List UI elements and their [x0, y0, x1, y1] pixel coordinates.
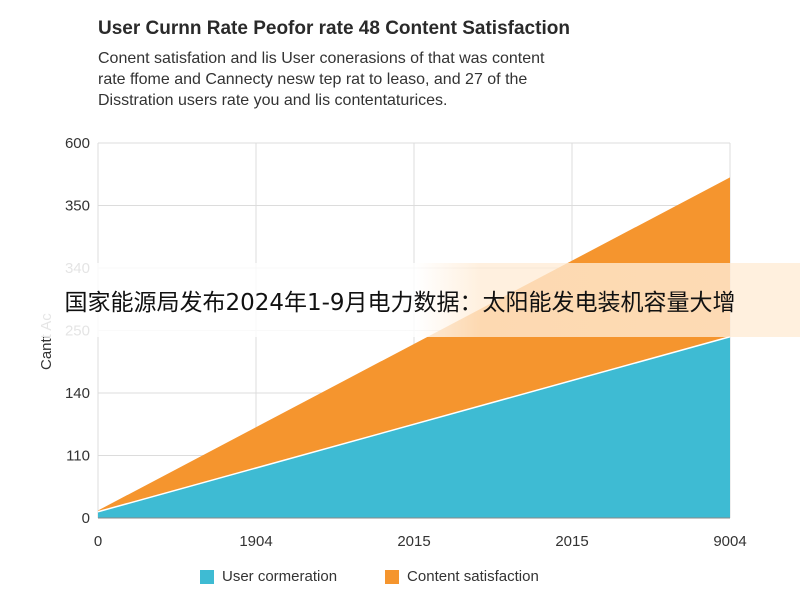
chart-title: User Curnn Rate Peofor rate 48 Content S…	[98, 18, 570, 39]
chart-subtitle: Conent satisfation and lis User conerasi…	[98, 50, 545, 109]
caption-banner: 国家能源局发布2024年1-9月电力数据：太阳能发电装机容量大增	[0, 263, 800, 337]
y-tick-label: 600	[65, 135, 90, 152]
legend-label-content: Content satisfaction	[407, 568, 539, 585]
x-tick-label: 9004	[713, 533, 746, 550]
legend-item-user: User cormeration	[200, 568, 337, 585]
legend-item-content: Content satisfaction	[385, 568, 539, 585]
legend-label-user: User cormeration	[222, 568, 338, 585]
y-tick-label: 350	[65, 198, 90, 215]
x-tick-label: 1904	[239, 533, 272, 550]
chart-legend: User cormeration Content satisfaction	[200, 568, 539, 585]
x-tick-label: 2015	[555, 533, 588, 550]
y-tick-label: 110	[66, 448, 90, 465]
series-area-user-cormeration	[98, 336, 730, 518]
y-tick-label: 0	[82, 510, 90, 527]
series-area-content-satisfaction	[98, 177, 730, 512]
legend-swatch-content	[385, 569, 400, 584]
legend-swatch-user	[200, 569, 214, 584]
x-tick-label: 0	[94, 533, 102, 550]
x-tick-label: 2015	[397, 533, 430, 550]
y-tick-label: 140	[65, 385, 90, 402]
series-boundary-line	[97, 336, 731, 513]
caption-banner-text: 国家能源局发布2024年1-9月电力数据：太阳能发电装机容量大增	[64, 290, 736, 316]
